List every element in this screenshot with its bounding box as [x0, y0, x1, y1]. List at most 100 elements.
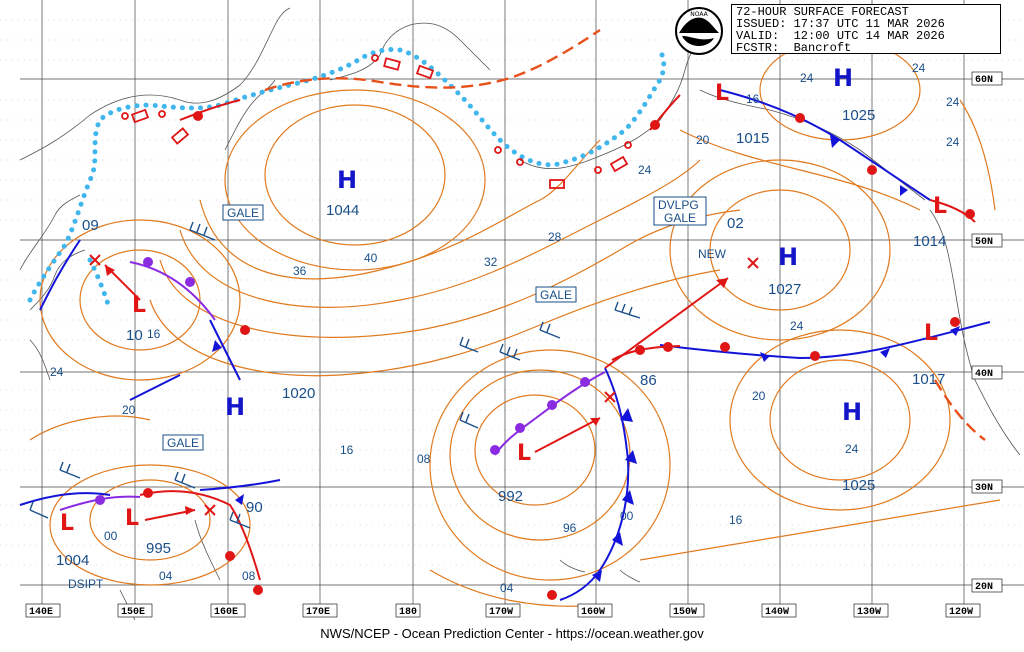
noaa-logo: NOAA [675, 7, 723, 55]
isobar-label: 24 [800, 71, 814, 85]
isobar-label: 24 [790, 319, 804, 333]
lon-label: 120W [949, 607, 973, 618]
troughs [264, 29, 986, 441]
warm-front-bumps [143, 111, 975, 600]
low-pressure-995: 995 [146, 540, 171, 557]
isobar-label: 96 [563, 521, 577, 535]
svg-text:GALE: GALE [540, 288, 572, 302]
header-title: 72-HOUR SURFACE FORECAST [736, 5, 909, 19]
track-arrowheads [105, 265, 728, 515]
low-pressure-partial: 10 [126, 327, 143, 344]
lat-label-60n: 60N [975, 75, 993, 86]
lon-label: 130W [857, 607, 881, 618]
low-pressure-992: 992 [498, 488, 523, 505]
credit-line: NWS/NCEP - Ocean Prediction Center - htt… [320, 626, 704, 641]
dsipt-label: DSIPT [68, 577, 104, 591]
warning-gale-1: GALE [222, 204, 264, 221]
high-symbol: H [833, 64, 853, 92]
high-pressure-1020: 1020 [282, 385, 315, 402]
forecast-x-marks [89, 254, 759, 516]
isobar-label: 08 [242, 569, 256, 583]
header-forecaster: FCSTR: Bancroft [736, 41, 852, 55]
low-symbol: L [933, 194, 947, 219]
pressure-90: 90 [246, 499, 263, 516]
latitude-labels: 60N 50N 40N 30N 20N [971, 71, 1003, 593]
low-pressure-1017: 1017 [912, 371, 945, 388]
isobar-label: 16 [729, 513, 743, 527]
wind-barbs [29, 221, 641, 529]
svg-text:GALE: GALE [167, 436, 199, 450]
lon-label: 150W [673, 607, 697, 618]
lat-label-30n: 30N [975, 483, 993, 494]
lon-label: 150E [121, 607, 145, 618]
forecast-header: 72-HOUR SURFACE FORECAST ISSUED: 17:37 UT… [731, 4, 1001, 54]
lat-label-40n: 40N [975, 369, 993, 380]
isobar-label: 24 [946, 135, 960, 149]
cold-front-pips [212, 135, 960, 582]
ice-box-symbols [121, 54, 632, 189]
lon-label: 140E [29, 607, 53, 618]
isobar-label: 04 [159, 569, 173, 583]
low-pressure-1014: 1014 [913, 233, 946, 250]
dvlpg-line2: GALE [664, 211, 696, 225]
low-symbol: L [125, 506, 139, 531]
high-pressure-1025-south: 1025 [842, 477, 875, 494]
isobar-label: 24 [638, 163, 652, 177]
low-pressure-partial-2: 16 [147, 327, 161, 341]
high-pressure-1044: 1044 [326, 202, 359, 219]
isobar-label: 00 [620, 509, 634, 523]
isobar-label: 32 [484, 255, 498, 269]
new-label: NEW [698, 247, 727, 261]
dvlpg-line1: DVLPG [658, 198, 699, 212]
high-symbol: H [842, 398, 862, 426]
isobar-label: 28 [548, 230, 562, 244]
low-pressure-1004: 1004 [56, 552, 89, 569]
warning-developing-gale: DVLPG GALE [653, 196, 707, 226]
lat-label-20n: 20N [975, 582, 993, 593]
lat-label-50n: 50N [975, 237, 993, 248]
isobar-label: 20 [696, 133, 710, 147]
lon-label: 160E [214, 607, 238, 618]
pressure-02: 02 [727, 215, 744, 232]
warning-gale-2: GALE [535, 286, 577, 303]
lon-label: 140W [765, 607, 789, 618]
low-pressure-1015: 1015 [736, 130, 769, 147]
lon-label: 180 [399, 607, 417, 618]
longitude-labels: 140E 150E 160E 170E 180 170W 160W 150W 1… [25, 603, 981, 618]
high-pressure-1025-north: 1025 [842, 107, 875, 124]
isobar-label: 40 [364, 251, 378, 265]
isobars [29, 39, 1001, 607]
low-symbol: L [517, 441, 531, 466]
lon-label: 160W [581, 607, 605, 618]
high-symbol: H [778, 243, 798, 271]
isobar-label: 20 [752, 389, 766, 403]
low-symbol: L [715, 81, 729, 106]
low-symbol: L [924, 321, 938, 346]
logo-text: NOAA [690, 11, 708, 18]
pressure-09: 09 [82, 217, 99, 234]
occluded-front-symbols [95, 257, 590, 505]
isobar-label: 20 [122, 403, 136, 417]
isobar-label: 08 [417, 452, 431, 466]
isobar-label: 16 [746, 92, 760, 106]
isobar-label: 24 [50, 365, 64, 379]
isobar-label: 24 [912, 61, 926, 75]
warning-gale-3: GALE [162, 434, 204, 451]
lon-label: 170E [306, 607, 330, 618]
isobar-label: 24 [946, 95, 960, 109]
high-pressure-1027: 1027 [768, 281, 801, 298]
header-valid: VALID: 12:00 UTC 14 MAR 2026 [736, 29, 945, 43]
svg-text:GALE: GALE [227, 206, 259, 220]
isobar-label: 16 [340, 443, 354, 457]
ice-edge [27, 47, 667, 313]
lon-label: 170W [489, 607, 513, 618]
map-labels: H 1044 H 1020 H 1027 H 1025 H 1025 L 10 … [25, 61, 1003, 618]
cold-fronts [19, 89, 991, 601]
isobar-label: 24 [845, 442, 859, 456]
map-canvas [0, 0, 1024, 621]
isobar-label: 36 [293, 264, 307, 278]
header-issued: ISSUED: 17:37 UTC 11 MAR 2026 [736, 17, 945, 31]
low-symbol: L [60, 511, 74, 536]
low-symbol: L [132, 293, 146, 318]
